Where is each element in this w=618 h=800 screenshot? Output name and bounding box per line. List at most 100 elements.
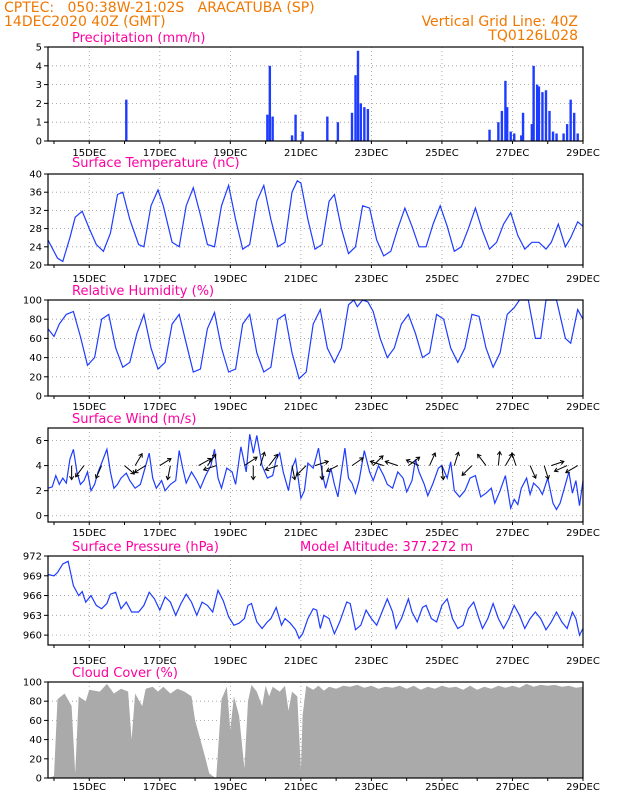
- pressure-y-tick-label: 960: [23, 631, 42, 642]
- temperature-x-tick-label: 19DEC: [213, 274, 247, 285]
- pressure-x-tick-label: 29DEC: [566, 656, 600, 667]
- cloud-cover-y-tick-label: 60: [29, 716, 42, 727]
- cloud-cover-y-tick-label: 100: [23, 678, 42, 689]
- wind-wind-arrowhead: [295, 471, 301, 477]
- wind-wind-arrow: [529, 465, 537, 479]
- humidity-y-tick-label: 40: [29, 353, 42, 364]
- precipitation-bar: [555, 133, 558, 141]
- wind-wind-arrowhead: [325, 467, 331, 473]
- precipitation-x-tick-label: 21DEC: [284, 148, 318, 159]
- precipitation-y-tick-label: 0: [36, 137, 42, 148]
- temperature-x-tick-label: 15DEC: [72, 274, 106, 285]
- cloud-cover-y-tick-label: 80: [29, 697, 42, 708]
- humidity-panel: Relative Humidity (%) 15DEC 17DEC 19DEC 21DE…: [23, 284, 600, 413]
- wind-wind-arrowhead: [405, 458, 411, 464]
- humidity-x-tick-label: 23DEC: [355, 402, 389, 413]
- precipitation-title: Precipitation (mm/h): [72, 31, 205, 46]
- wind-x-tick-label: 19DEC: [213, 528, 247, 539]
- precipitation-y-tick-label: 4: [36, 61, 42, 72]
- precipitation-bar: [290, 135, 294, 141]
- pressure-frame: [47, 555, 584, 646]
- wind-wind-arrow: [159, 458, 172, 467]
- header-station: CPTEC: 050:38W-21:02S ARACATUBA (SP): [4, 0, 315, 16]
- wind-wind-arrow: [351, 457, 364, 467]
- pressure-x-tick-label: 19DEC: [213, 656, 247, 667]
- wind-wind-arrowhead: [319, 475, 325, 481]
- wind-wind-arrowhead: [532, 474, 537, 480]
- wind-wind-arrowhead: [166, 458, 172, 463]
- pressure-subtitle: Model Altitude: 377.272 m: [300, 540, 473, 555]
- wind-wind-arrow: [441, 465, 444, 480]
- wind-wind-arrowhead: [440, 475, 446, 481]
- precipitation-bar: [548, 110, 551, 141]
- precipitation-x-tick-label: 23DEC: [355, 148, 389, 159]
- precipitation-bar: [551, 131, 555, 141]
- cloud-cover-x-tick-label: 23DEC: [355, 782, 389, 793]
- wind-wind-arrow: [429, 452, 436, 466]
- precipitation-bar: [350, 112, 354, 141]
- precipitation-bar: [268, 65, 272, 141]
- humidity-series-line: [47, 299, 584, 380]
- wind-x-tick-label: 15DEC: [72, 528, 106, 539]
- humidity-x-tick-label: 21DEC: [284, 402, 318, 413]
- wind-wind-arrow: [259, 452, 265, 466]
- precipitation-bar: [271, 116, 274, 141]
- wind-wind-arrow: [207, 454, 217, 466]
- pressure-x-tick-label: 17DEC: [143, 656, 177, 667]
- humidity-y-tick-label: 100: [23, 296, 42, 307]
- pressure-x-tick-label: 27DEC: [496, 656, 530, 667]
- wind-wind-arrow: [543, 465, 549, 480]
- wind-wind-arrow: [477, 454, 487, 466]
- wind-wind-arrow: [551, 460, 565, 467]
- wind-wind-arrow: [511, 452, 517, 466]
- wind-wind-arrow: [203, 465, 217, 471]
- wind-wind-arrow: [167, 465, 171, 480]
- wind-wind-arrow: [453, 452, 459, 466]
- wind-y-tick-label: 4: [36, 461, 42, 472]
- wind-wind-arrow: [296, 465, 307, 476]
- cloud-cover-x-tick-label: 19DEC: [213, 782, 247, 793]
- cloud-cover-y-tick-label: 40: [29, 735, 42, 746]
- temperature-x-tick-label: 29DEC: [566, 274, 600, 285]
- temperature-y-tick-label: 36: [29, 188, 42, 199]
- precipitation-bar: [520, 135, 523, 141]
- wind-wind-arrow: [370, 460, 384, 467]
- wind-wind-arrowhead: [559, 459, 565, 465]
- wind-wind-arrow: [291, 465, 296, 480]
- temperature-y-tick-label: 20: [29, 261, 42, 272]
- wind-wind-arrowhead: [273, 453, 279, 459]
- temperature-frame: [47, 173, 584, 266]
- cloud-cover-x-tick-label: 25DEC: [425, 782, 459, 793]
- precipitation-bar: [521, 112, 525, 141]
- precipitation-y-tick-label: 3: [36, 80, 42, 91]
- precipitation-bar: [530, 124, 534, 141]
- precipitation-bar: [301, 131, 304, 141]
- precipitation-bar: [497, 122, 500, 141]
- wind-wind-arrow: [408, 456, 420, 467]
- wind-wind-arrowhead: [431, 452, 437, 458]
- wind-wind-arrowhead: [384, 459, 390, 465]
- header-model-id: TQ0126L028: [488, 28, 578, 44]
- temperature-y-tick-label: 28: [29, 224, 42, 235]
- temperature-x-tick-label: 17DEC: [143, 274, 177, 285]
- precipitation-y-tick-label: 2: [36, 99, 42, 110]
- precipitation-x-tick-label: 29DEC: [566, 148, 600, 159]
- temperature-series-line: [47, 179, 584, 263]
- precipitation-y-tick-label: 5: [36, 43, 42, 54]
- precipitation-bar: [562, 133, 565, 141]
- wind-wind-arrow: [75, 465, 85, 478]
- wind-wind-arrowhead: [455, 451, 460, 457]
- pressure-panel: Surface Pressure (hPa) Model Altitude: 37…: [23, 540, 600, 667]
- wind-x-tick-label: 27DEC: [496, 528, 530, 539]
- wind-wind-arrowhead: [324, 459, 330, 465]
- pressure-title: Surface Pressure (hPa): [72, 540, 219, 555]
- pressure-x-tick-label: 21DEC: [284, 656, 318, 667]
- cloud-cover-x-tick-label: 29DEC: [566, 782, 600, 793]
- precipitation-bar: [569, 99, 572, 141]
- humidity-x-tick-label: 27DEC: [496, 402, 530, 413]
- wind-wind-arrow: [244, 456, 258, 467]
- cloud-cover-y-tick-label: 20: [29, 754, 42, 765]
- precipitation-x-tick-label: 19DEC: [213, 148, 247, 159]
- wind-wind-arrow: [461, 465, 473, 476]
